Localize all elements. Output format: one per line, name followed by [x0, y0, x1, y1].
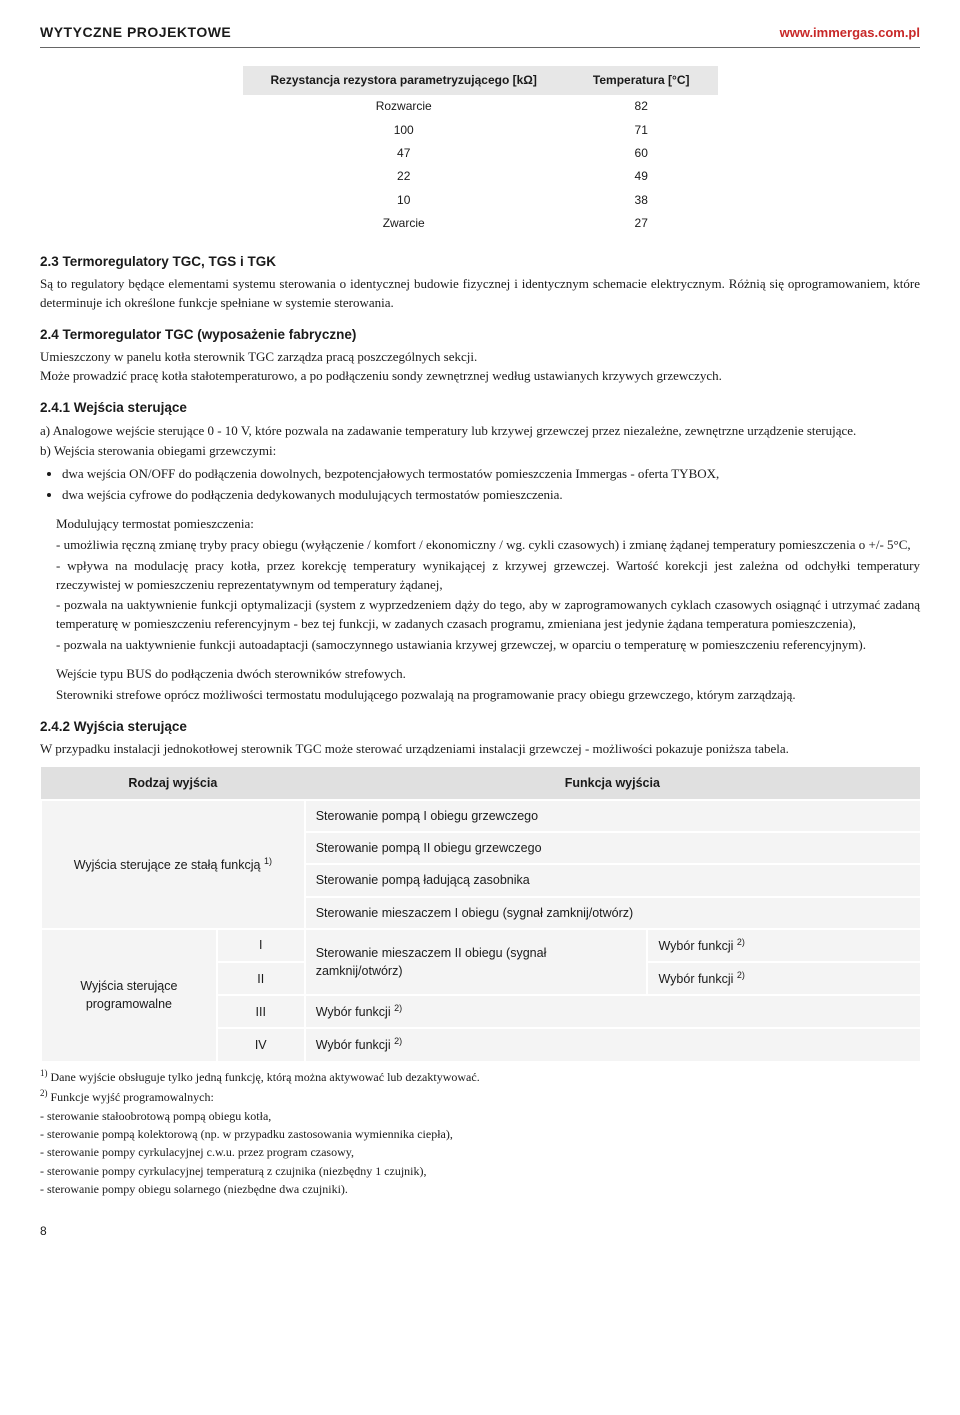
table-cell: Zwarcie [243, 212, 565, 235]
footnote-line: - sterowanie stałoobrotową pompą obiegu … [40, 1108, 920, 1125]
list-item: dwa wejścia cyfrowe do podłączenia dedyk… [62, 486, 920, 505]
footnote: 1) Dane wyjście obsługuje tylko jedną fu… [40, 1067, 920, 1086]
paragraph: b) Wejścia sterowania obiegami grzewczym… [40, 442, 920, 461]
heading-2-4: 2.4 Termoregulator TGC (wyposażenie fabr… [40, 325, 920, 345]
resistance-table: Rezystancja rezystora parametryzującego … [243, 66, 718, 236]
col-output-type: Rodzaj wyjścia [41, 767, 305, 800]
table-cell: Sterowanie mieszaczem I obiegu (sygnał z… [305, 897, 920, 929]
table-cell: Sterowanie pompą ładującą zasobnika [305, 864, 920, 896]
heading-2-3: 2.3 Termoregulatory TGC, TGS i TGK [40, 252, 920, 272]
table-cell: 82 [565, 95, 718, 118]
table-cell: Sterowanie pompą II obiegu grzewczego [305, 832, 920, 864]
table-cell: 22 [243, 165, 565, 188]
table-cell: 10 [243, 189, 565, 212]
paragraph: - pozwala na uaktywnienie funkcji autoad… [56, 636, 920, 655]
bus-block: Wejście typu BUS do podłączenia dwóch st… [56, 665, 920, 705]
table-cell: 60 [565, 142, 718, 165]
table-cell: Wybór funkcji 2) [305, 995, 920, 1028]
list-item: dwa wejścia ON/OFF do podłączenia dowoln… [62, 465, 920, 484]
fixed-outputs-label: Wyjścia sterujące ze stałą funkcją 1) [41, 800, 305, 929]
footnote: 2) Funkcje wyjść programowalnych: [40, 1087, 920, 1106]
table-cell: Rozwarcie [243, 95, 565, 118]
table-cell: 27 [565, 212, 718, 235]
table-cell: IV [217, 1028, 305, 1060]
table-cell: II [217, 962, 305, 995]
table-cell: Wybór funkcji 2) [305, 1028, 920, 1060]
footnote-line: - sterowanie pompy cyrkulacyjnej tempera… [40, 1163, 920, 1180]
header-url: www.immergas.com.pl [780, 24, 920, 43]
table-cell: I [217, 929, 305, 962]
paragraph: a) Analogowe wejście sterujące 0 - 10 V,… [40, 422, 920, 441]
heading-2-4-1: 2.4.1 Wejścia sterujące [40, 398, 920, 418]
paragraph: Modulujący termostat pomieszczenia: [56, 515, 920, 534]
footnote-line: - sterowanie pompy cyrkulacyjnej c.w.u. … [40, 1144, 920, 1161]
table-cell: Sterowanie mieszaczem II obiegu (sygnał … [305, 929, 648, 996]
modulating-block: Modulujący termostat pomieszczenia: - um… [56, 515, 920, 655]
footnote-line: - sterowanie pompą kolektorową (np. w pr… [40, 1126, 920, 1143]
programmable-outputs-label: Wyjścia sterujące programowalne [41, 929, 217, 1061]
header-title: WYTYCZNE PROJEKTOWE [40, 22, 231, 42]
paragraph: W przypadku instalacji jednokotłowej ste… [40, 740, 920, 759]
table-cell: Sterowanie pompą I obiegu grzewczego [305, 800, 920, 832]
paragraph: Są to regulatory będące elementami syste… [40, 275, 920, 313]
page-header: WYTYCZNE PROJEKTOWE www.immergas.com.pl [40, 22, 920, 48]
paragraph: Sterowniki strefowe oprócz możliwości te… [56, 686, 920, 705]
col-temperature: Temperatura [°C] [565, 66, 718, 95]
table-cell: III [217, 995, 305, 1028]
paragraph: Umieszczony w panelu kotła sterownik TGC… [40, 348, 920, 367]
col-output-function: Funkcja wyjścia [305, 767, 920, 800]
heading-2-4-2: 2.4.2 Wyjścia sterujące [40, 717, 920, 737]
table-cell: 47 [243, 142, 565, 165]
paragraph: - umożliwia ręczną zmianę tryby pracy ob… [56, 536, 920, 555]
bullet-list: dwa wejścia ON/OFF do podłączenia dowoln… [62, 465, 920, 505]
footnote-line: - sterowanie pompy obiegu solarnego (nie… [40, 1181, 920, 1198]
table-cell: 38 [565, 189, 718, 212]
table-cell: 100 [243, 119, 565, 142]
paragraph: - wpływa na modulację pracy kotła, przez… [56, 557, 920, 595]
paragraph: - pozwala na uaktywnienie funkcji optyma… [56, 596, 920, 634]
col-resistance: Rezystancja rezystora parametryzującego … [243, 66, 565, 95]
table-cell: 71 [565, 119, 718, 142]
table-cell: Wybór funkcji 2) [647, 962, 920, 995]
table-cell: Wybór funkcji 2) [647, 929, 920, 962]
page-number: 8 [40, 1223, 920, 1240]
paragraph: Wejście typu BUS do podłączenia dwóch st… [56, 665, 920, 684]
footnotes: 1) Dane wyjście obsługuje tylko jedną fu… [40, 1067, 920, 1199]
paragraph: Może prowadzić pracę kotła stałotemperat… [40, 367, 920, 386]
table-cell: 49 [565, 165, 718, 188]
output-table: Rodzaj wyjścia Funkcja wyjścia Wyjścia s… [40, 767, 920, 1061]
